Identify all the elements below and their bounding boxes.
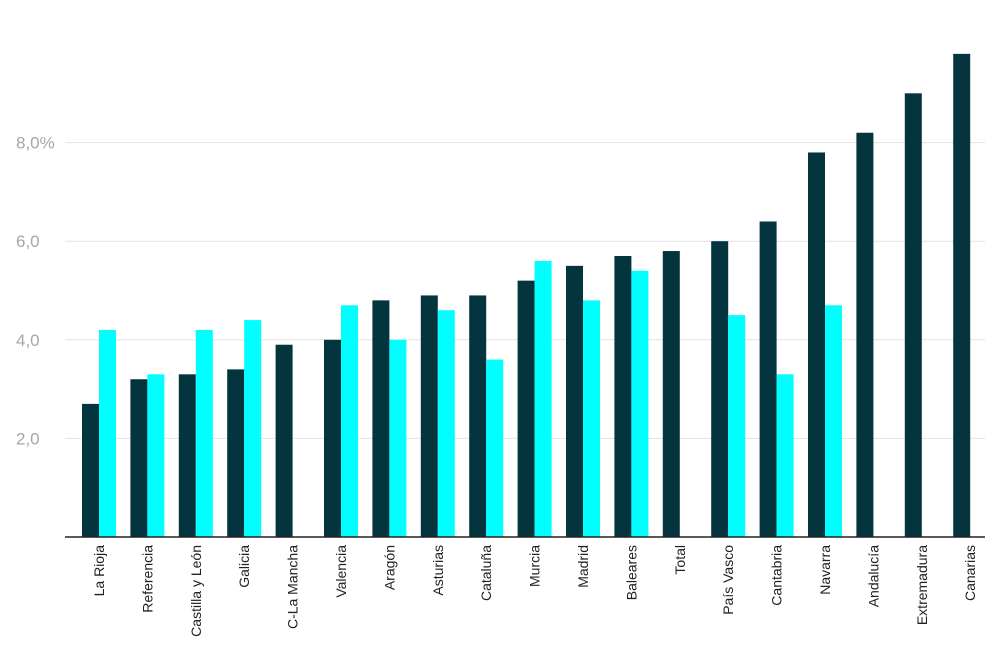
bar-series-1 [711,241,729,537]
bar-series-1 [953,53,971,538]
x-tick-label: Extremadura [914,545,930,625]
y-tick-label: 4,0 [16,331,40,350]
x-tick-label: C-La Mancha [285,545,301,629]
bar-series-1 [178,374,196,537]
x-tick-label: Galicia [236,545,252,588]
x-tick-label: País Vasco [720,545,736,615]
x-tick-label: Cataluña [478,545,494,601]
x-tick-label: Murcia [527,545,543,587]
bar-series-2 [389,339,407,537]
x-tick-label: Cantabria [769,545,785,606]
bar-series-1 [227,369,245,537]
bar-series-2 [825,305,842,537]
bars [82,53,971,538]
bar-series-1 [566,265,583,537]
bar-series-1 [469,295,487,537]
bar-series-1 [372,300,390,537]
bar-series-1 [130,379,148,537]
bar-series-1 [904,93,922,538]
y-tick-label: 6,0 [16,232,40,251]
x-tick-label: Andalucía [865,545,881,607]
bar-series-1 [517,280,535,537]
bar-series-2 [195,329,213,537]
bar-series-1 [324,339,341,537]
bar-series-1 [275,344,293,537]
bar-series-2 [437,310,455,537]
bar-series-1 [662,251,680,537]
x-tick-label: Asturias [430,545,446,596]
bar-series-2 [341,305,358,537]
x-tick-label: Referencia [139,545,155,613]
bar-series-2 [776,374,794,537]
bar-series-2 [244,320,262,537]
x-tick-label: Total [672,545,688,575]
x-axis-ticks: La Rioja Referencia Castilla y León Galicia… [91,545,978,637]
bar-series-1 [759,221,777,538]
bar-series-1 [808,152,825,537]
bar-series-1 [614,255,632,538]
x-tick-label: Madrid [575,545,591,588]
bar-series-1 [420,295,438,537]
x-tick-label: Navarra [817,545,833,595]
bar-series-2 [728,315,746,537]
x-tick-label: Valencia [333,545,349,598]
bar-series-2 [486,359,504,537]
bar-series-1 [82,403,99,537]
bar-series-2 [99,329,116,537]
x-tick-label: Baleares [623,545,639,600]
bar-series-2 [534,260,552,537]
y-axis-ticks: 2,0 4,0 6,0 8,0% [16,134,55,449]
y-tick-label: 8,0% [16,134,55,153]
y-tick-label: 2,0 [16,429,40,448]
x-tick-label: Aragón [381,545,397,590]
bar-series-1 [856,132,874,538]
x-tick-label: La Rioja [91,545,107,597]
bar-series-2 [147,374,165,537]
bar-series-2 [631,270,649,537]
x-tick-label: Canarias [962,545,978,601]
x-tick-label: Castilla y León [188,545,204,637]
bar-series-2 [583,300,600,537]
